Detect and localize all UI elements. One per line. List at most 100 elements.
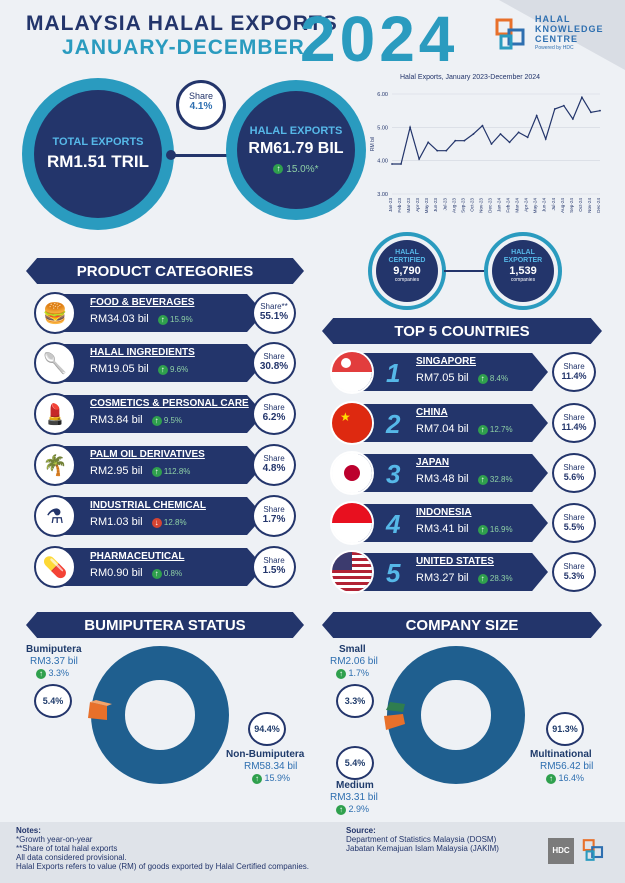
company-size-title: COMPANY SIZE (405, 616, 519, 634)
certified-value: 9,790 (393, 265, 421, 277)
title-line-2: JANUARY-DECEMBER (62, 36, 305, 59)
bumi-b-growth-text: 15.9% (264, 773, 291, 783)
company-size-banner: COMPANY SIZE (322, 612, 602, 638)
ingredients-icon: 🥄 (34, 342, 76, 384)
category-row: 💊 PHARMACEUTICAL RM0.90 bil ↑ 0.8% Share 1.5… (34, 546, 312, 588)
total-exports-value: RM1.51 TRIL (46, 152, 150, 171)
category-value-text: RM3.84 bil (90, 414, 143, 426)
bumi-a-name: Bumiputera (26, 644, 82, 655)
category-share-value: 1.7% (262, 514, 286, 525)
country-rank: 5 (386, 558, 401, 588)
small-name: Small (339, 644, 366, 655)
cosmetics-icon: 💄 (34, 393, 76, 435)
multi-value: RM56.42 bil (540, 761, 594, 772)
category-value: RM1.03 bil ↓ 12.8% (90, 516, 187, 528)
data-point (454, 139, 457, 142)
category-share-label: Share (263, 403, 285, 412)
multi-growth-text: 16.4% (558, 773, 585, 783)
x-tick-label: Jun-23 (433, 198, 438, 212)
data-point (418, 158, 421, 160)
note-2: **Share of total halal exports (16, 844, 118, 853)
category-share-label: Share (263, 352, 285, 361)
category-growth-text: 112.8% (163, 467, 191, 476)
country-rank: 4 (386, 509, 401, 539)
source-1: Department of Statistics Malaysia (DOSM) (346, 835, 497, 844)
country-growth: ↑ 16.9% (477, 524, 513, 535)
bumi-b-value: RM58.34 bil (244, 761, 298, 772)
category-value: RM0.90 bil ↑ 0.8% (90, 567, 182, 579)
share-bubble-label: Share (188, 91, 214, 101)
x-tick-label: Jul-24 (551, 198, 556, 211)
up-arrow-icon: ↑ (336, 668, 346, 679)
x-tick-label: Jul-23 (442, 198, 447, 211)
category-share-label: Share** (260, 302, 288, 311)
country-bar (350, 404, 548, 442)
category-share: Share 1.7% (252, 495, 296, 537)
halal-exports-label: HALAL EXPORTS (249, 125, 343, 137)
up-arrow-icon: ↑ (157, 314, 168, 325)
country-share-label: Share (563, 513, 585, 522)
data-point (436, 149, 439, 152)
line-chart: Halal Exports, January 2023-December 202… (360, 72, 610, 230)
hkc-logo-icon (495, 18, 525, 50)
country-value: RM7.04 bil ↑ 12.7% (416, 423, 513, 435)
country-row: ★ 2 CHINA RM7.04 bil ↑ 12.7% Share 11.4% (330, 401, 600, 445)
halal-exports-circle: HALAL EXPORTS RM61.79 BIL ↑ 15.0%* (237, 91, 355, 209)
country-share-label: Share (563, 362, 585, 371)
source-title: Source: (346, 826, 376, 835)
x-tick-label: Oct-24 (578, 198, 583, 212)
small-share: 3.3% (336, 684, 374, 718)
category-value-text: RM2.95 bil (90, 465, 143, 477)
x-tick-label: Nov-24 (587, 198, 592, 213)
category-value-text: RM19.05 bil (90, 363, 149, 375)
source-block: Source: Department of Statistics Malaysi… (346, 826, 499, 853)
category-growth: ↑ 15.9% (157, 314, 193, 325)
category-share-label: Share (263, 454, 285, 463)
hkc-small-logo-icon (582, 839, 604, 861)
category-bar (52, 395, 264, 433)
y-tick-label: 3.00 (377, 192, 388, 198)
category-growth-text: 9.5% (163, 416, 183, 425)
country-name: CHINA (416, 407, 448, 418)
data-point (535, 114, 538, 117)
country-share: Share 5.5% (552, 503, 596, 543)
category-share-label: Share (263, 505, 285, 514)
category-row: ⚗ INDUSTRIAL CHEMICAL RM1.03 bil ↓ 12.8% Sh… (34, 495, 312, 537)
category-bar (52, 446, 264, 484)
bumi-a-value: RM3.37 bil (30, 656, 78, 667)
country-value: RM3.41 bil ↑ 16.9% (416, 523, 513, 535)
country-rank: 3 (386, 459, 401, 489)
category-growth: ↑ 112.8% (151, 466, 191, 477)
data-point (391, 163, 393, 165)
notes-title: Notes: (16, 826, 41, 835)
category-name: PHARMACEUTICAL (90, 551, 185, 562)
data-point (517, 131, 520, 134)
footer (0, 822, 625, 883)
logo-text-1: HALAL (535, 14, 571, 24)
category-bar (52, 344, 264, 382)
x-tick-label: Mar-23 (406, 198, 411, 213)
category-row: 🌴 PALM OIL DERIVATIVES RM2.95 bil ↑ 112.8%… (34, 444, 312, 486)
category-value: RM19.05 bil ↑ 9.6% (90, 363, 188, 375)
up-arrow-icon: ↑ (546, 773, 556, 784)
data-point (526, 136, 529, 139)
y-tick-label: 6.00 (377, 92, 388, 98)
category-name: INDUSTRIAL CHEMICAL (90, 500, 206, 511)
country-row: 4 INDONESIA RM3.41 bil ↑ 16.9% Share 5.5% (330, 501, 600, 545)
country-share: Share 11.4% (552, 352, 596, 392)
y-tick-label: 4.00 (377, 159, 388, 165)
medium-growth-text: 2.9% (348, 804, 370, 814)
bumi-a-growth-text: 3.3% (48, 668, 70, 678)
data-point (508, 141, 511, 144)
country-growth: ↑ 28.3% (477, 573, 513, 584)
y-axis-label: RM bil (370, 137, 376, 151)
category-share-value: 55.1% (259, 311, 289, 322)
small-growth-text: 1.7% (348, 668, 370, 678)
medium-growth: ↑ 2.9% (336, 804, 369, 815)
up-arrow-icon: ↑ (252, 773, 262, 784)
category-growth: ↑ 9.6% (157, 364, 188, 375)
category-row: 🥄 HALAL INGREDIENTS RM19.05 bil ↑ 9.6% Shar… (34, 342, 312, 384)
bumi-a-growth: ↑ 3.3% (36, 668, 69, 679)
up-arrow-icon: ↑ (477, 573, 488, 584)
bumi-b-name: Non-Bumiputera (226, 749, 305, 760)
